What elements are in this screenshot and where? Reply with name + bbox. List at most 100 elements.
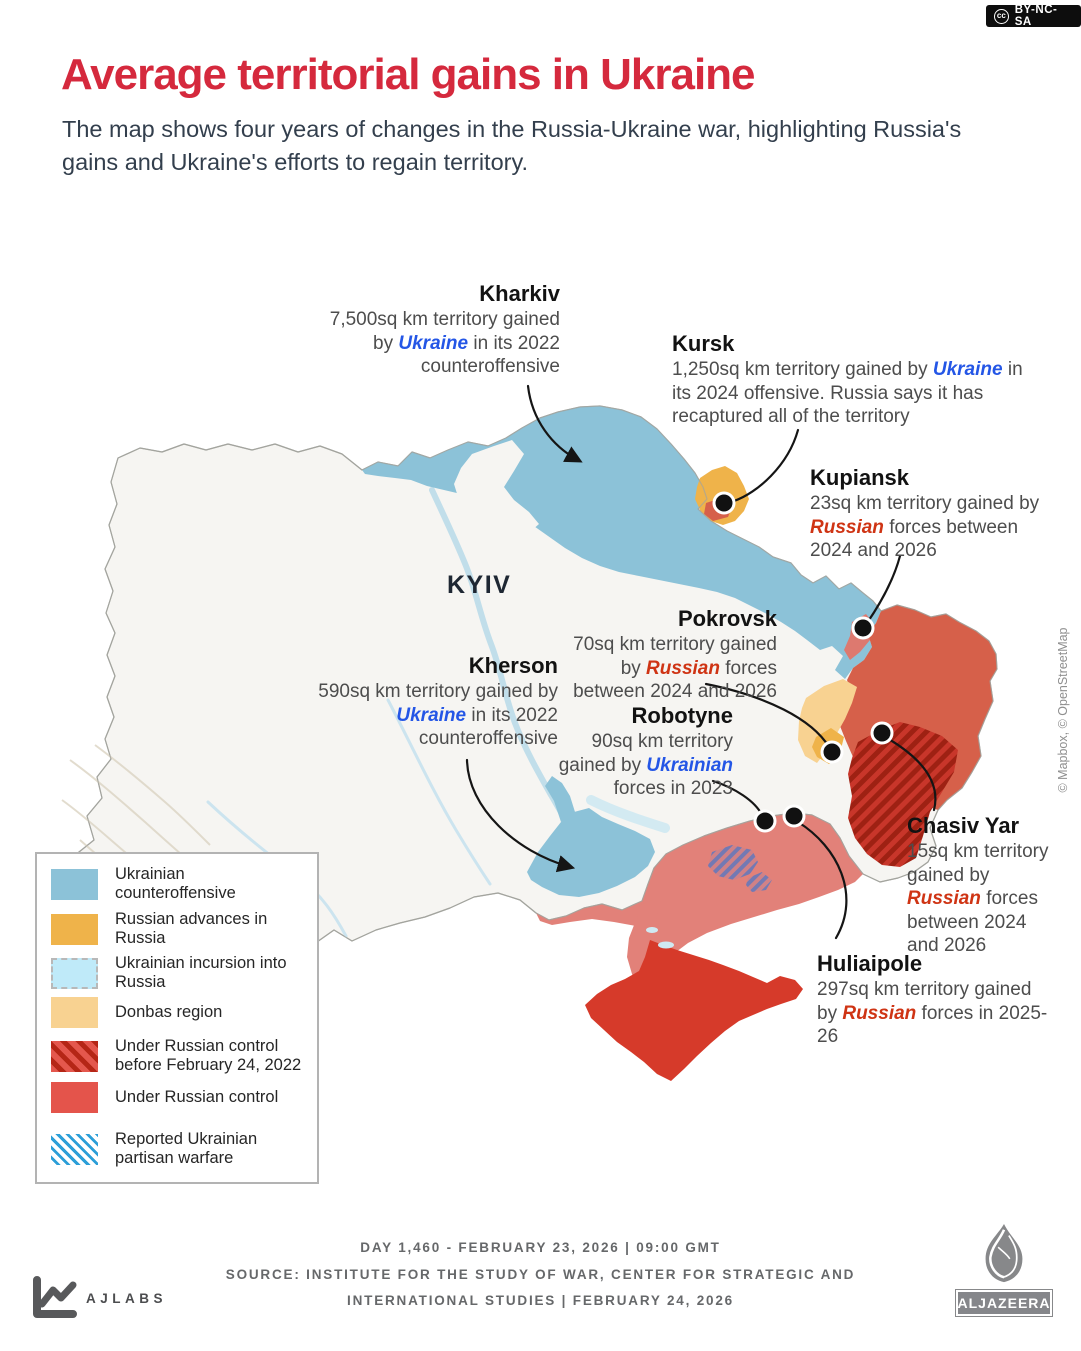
annotation-robotyne: Robotyne 90sq km territory gained by Ukr… — [553, 703, 733, 801]
annotation-kursk: Kursk 1,250sq km territory gained by Ukr… — [672, 331, 1034, 429]
location-markers — [712, 491, 894, 833]
region-pre2022-control — [848, 722, 958, 867]
annotation-title: Kursk — [672, 331, 735, 356]
annotation-title: Kharkiv — [479, 281, 560, 306]
annotation-chasiv-yar: Chasiv Yar 15sq km territory gained by R… — [907, 813, 1062, 958]
legend-label: Under Russian control before February 24… — [115, 1037, 302, 1075]
annotation-text-segment: forces between 2024 and 2026 — [573, 657, 777, 703]
legend-label: Ukrainian counteroffensive — [115, 865, 236, 903]
annotation-body: 7,500sq km territory gained by Ukraine i… — [320, 308, 560, 379]
ajlabs-logo: AJLABS — [28, 1274, 167, 1322]
annotation-text-segment: Russian — [810, 516, 884, 538]
legend-swatch-amber — [51, 913, 98, 945]
region-occupied-coast-west — [536, 901, 648, 926]
annotation-text-segment: forces between 2024 and 2026 — [907, 888, 1038, 957]
legend-label: Under Russian control — [115, 1087, 279, 1106]
map-legend: Ukrainian counteroffensive Russian advan… — [35, 852, 319, 1184]
legend-swatch-cyan-dashed — [51, 957, 98, 989]
annotation-text-segment: 23sq km territory gained by — [810, 493, 1040, 515]
annotation-kupiansk: Kupiansk 23sq km territory gained by Rus… — [810, 465, 1055, 563]
leader-pokrovsk — [704, 682, 831, 749]
annotation-title: Robotyne — [631, 703, 733, 728]
region-occupied-south — [627, 813, 863, 999]
syvash-lagoons — [646, 927, 674, 949]
annotation-title: Kherson — [468, 653, 558, 678]
annotation-text-segment: in its 2022 counteroffensive — [418, 704, 558, 750]
annotation-text-segment: 1,250sq km territory gained by — [672, 359, 933, 381]
marker-kupiansk — [851, 616, 875, 640]
legend-swatch-blue — [51, 868, 98, 900]
marker-kursk — [712, 491, 736, 515]
legend-swatch-red — [51, 1082, 98, 1113]
annotation-title: Huliaipole — [817, 951, 923, 976]
annotation-text-segment: forces in 2023 — [613, 778, 733, 800]
annotation-huliaipole: Huliaipole 297sq km territory gained by … — [817, 951, 1049, 1049]
annotation-body: 15sq km territory gained by Russian forc… — [907, 840, 1062, 958]
marker-pokrovsk — [820, 740, 844, 764]
aljazeera-logo: ALJAZEERA — [951, 1222, 1057, 1317]
legend-item-russian-advances: Russian advances in Russia — [51, 910, 307, 949]
marker-chasiv-yar — [870, 721, 894, 745]
legend-label: Reported Ukrainian partisan warfare — [115, 1130, 258, 1168]
annotation-text-segment: Ukraine — [932, 359, 1003, 381]
footer-day-line: DAY 1,460 - FEBRUARY 23, 2026 | 09:00 GM… — [360, 1240, 721, 1255]
footer-source-line-1: SOURCE: INSTITUTE FOR THE STUDY OF WAR, … — [225, 1267, 856, 1282]
leader-lines — [465, 384, 937, 940]
region-land-gap — [454, 440, 539, 531]
annotation-body: 70sq km territory gained by Russian forc… — [549, 633, 777, 704]
ajlabs-chart-icon — [33, 1276, 77, 1318]
legend-item-donbas: Donbas region — [51, 997, 307, 1028]
marker-huliaipole — [782, 804, 806, 828]
annotation-text-segment: Ukrainian — [646, 754, 733, 776]
region-counteroffensive-kherson — [527, 776, 655, 897]
annotation-text-segment: in its 2022 counteroffensive — [420, 332, 560, 378]
annotation-text-segment: 297sq km territory gained by — [817, 979, 1032, 1024]
annotation-kharkiv: Kharkiv 7,500sq km territory gained by U… — [320, 281, 560, 379]
map-attribution: © Mapbox, © OpenStreetMap — [1056, 627, 1070, 793]
aljazeera-flame-icon — [985, 1223, 1023, 1283]
leader-chasiv-yar — [885, 736, 937, 812]
region-crimea — [585, 940, 803, 1081]
legend-label: Russian advances in Russia — [115, 910, 268, 948]
region-partisan-warfare — [708, 845, 772, 892]
annotation-text-segment: forces between 2024 and 2026 — [810, 516, 1019, 562]
footer-source-line-2: INTERNATIONAL STUDIES | FEBRUARY 24, 202… — [347, 1293, 734, 1308]
legend-swatch-hatched-blue — [51, 1133, 98, 1165]
leader-huliaipole — [796, 820, 848, 940]
region-donbas — [798, 679, 857, 763]
annotation-text-segment: Russian — [646, 657, 720, 679]
annotation-text-segment: Ukraine — [396, 704, 467, 726]
kyiv-label: KYIV — [447, 571, 512, 599]
annotation-kherson: Kherson 590sq km territory gained by Ukr… — [308, 653, 558, 751]
cc-icon: cc — [994, 8, 1009, 24]
annotation-title: Chasiv Yar — [907, 813, 1020, 838]
annotation-text-segment: 7,500sq km territory gained by — [329, 309, 560, 354]
marker-robotyne — [753, 809, 777, 833]
legend-item-partisan: Reported Ukrainian partisan warfare — [51, 1130, 307, 1169]
legend-item-russian-control: Under Russian control — [51, 1082, 307, 1113]
annotation-text-segment: 70sq km territory gained by — [573, 634, 777, 679]
aljazeera-wordmark-inner: ALJAZEERA — [958, 1292, 1050, 1314]
legend-item-counteroffensive: Ukrainian counteroffensive — [51, 865, 307, 904]
leader-kherson — [465, 758, 576, 873]
annotation-pokrovsk: Pokrovsk 70sq km territory gained by Rus… — [549, 606, 777, 704]
cc-license-badge: cc BY-NC-SA — [986, 4, 1081, 28]
annotation-text-segment: forces in 2025-26 — [817, 1002, 1048, 1048]
cc-license-label: BY-NC-SA — [1014, 4, 1058, 28]
annotation-text-segment: 90sq km territory gained by — [558, 731, 733, 776]
leader-kursk — [732, 428, 800, 503]
annotation-title: Kupiansk — [810, 465, 910, 490]
ajlabs-wordmark: AJLABS — [86, 1290, 168, 1306]
annotation-body: 297sq km territory gained by Russian for… — [817, 978, 1049, 1049]
leader-kupiansk — [865, 554, 902, 625]
leader-kharkiv — [526, 384, 583, 463]
legend-label: Ukrainian incursion into Russia — [115, 954, 287, 992]
legend-swatch-sand — [51, 997, 98, 1028]
annotation-body: 23sq km territory gained by Russian forc… — [810, 492, 1055, 563]
annotation-body: 90sq km territory gained by Ukrainian fo… — [553, 730, 733, 801]
page-subtitle: The map shows four years of changes in t… — [62, 116, 962, 176]
annotation-text-segment: in its 2024 offensive. Russia says it ha… — [672, 359, 1023, 428]
annotation-text-segment: 590sq km territory gained by — [318, 681, 558, 703]
aljazeera-wordmark: ALJAZEERA — [957, 1295, 1051, 1311]
